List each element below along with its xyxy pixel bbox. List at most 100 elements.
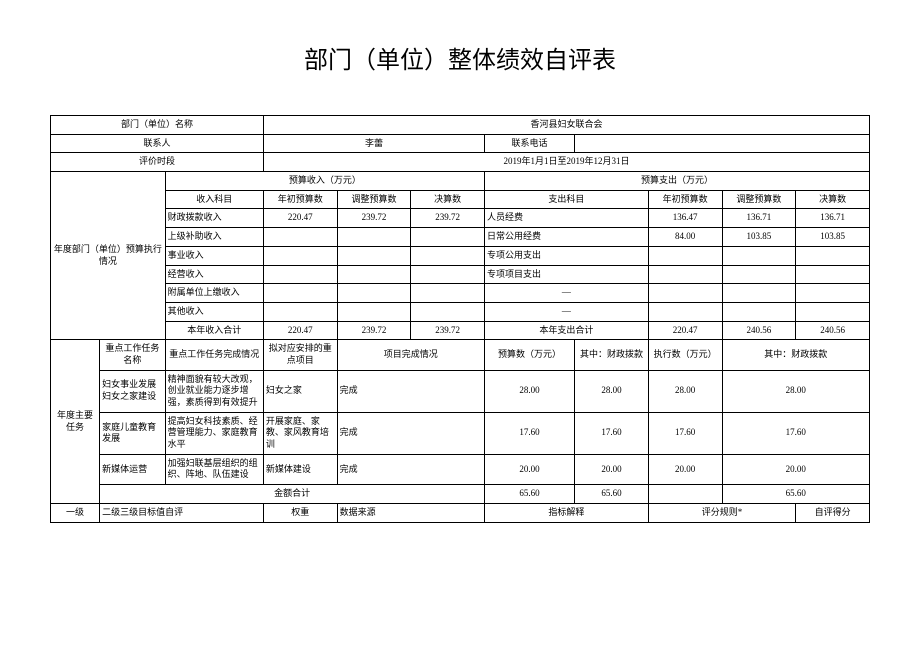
budget-row: 事业收入 专项公用支出 <box>51 246 870 265</box>
cell: 239.72 <box>337 209 411 228</box>
task-name: 家庭儿童教育发展 <box>100 412 166 454</box>
cell: 136.71 <box>722 209 796 228</box>
level23: 二级三级目标值自评 <box>100 503 264 522</box>
budget-row: 经营收入 专项项目支出 <box>51 265 870 284</box>
cell: 65.60 <box>575 485 649 504</box>
col-budget-amt: 预算数（万元） <box>485 340 575 370</box>
cell: 239.72 <box>411 209 485 228</box>
cell: 20.00 <box>722 454 870 484</box>
expense-total-label: 本年支出合计 <box>485 321 649 340</box>
interp: 指标解释 <box>485 503 649 522</box>
cell <box>648 265 722 284</box>
cell <box>263 302 337 321</box>
cell <box>411 228 485 247</box>
cell: 17.60 <box>575 412 649 454</box>
income-name: 上级补助收入 <box>165 228 263 247</box>
cell: 84.00 <box>648 228 722 247</box>
cell <box>722 265 796 284</box>
task-proj-status: 完成 <box>337 412 484 454</box>
col-project-status: 项目完成情况 <box>337 340 484 370</box>
budget-col-header: 收入科目 年初预算数 调整预算数 决算数 支出科目 年初预算数 调整预算数 决算… <box>51 190 870 209</box>
col-task-status: 重点工作任务完成情况 <box>165 340 263 370</box>
cell: 65.60 <box>722 485 870 504</box>
expense-name: 日常公用经费 <box>485 228 649 247</box>
col-of-which: 其中：财政拨款 <box>575 340 649 370</box>
cell: 239.72 <box>337 321 411 340</box>
cell <box>337 284 411 303</box>
cell <box>722 284 796 303</box>
cell: 136.47 <box>648 209 722 228</box>
cell <box>722 302 796 321</box>
budget-total-row: 本年收入合计 220.47 239.72 239.72 本年支出合计 220.4… <box>51 321 870 340</box>
col-exec-amt: 执行数（万元） <box>648 340 722 370</box>
task-status: 精神面貌有较大改观，创业就业能力逐步增强，素质得到有效提升 <box>165 370 263 412</box>
cell <box>411 265 485 284</box>
income-total-label: 本年收入合计 <box>165 321 263 340</box>
cell <box>796 302 870 321</box>
header-row-contact: 联系人 李蕾 联系电话 <box>51 134 870 153</box>
budget-header-row: 年度部门（单位）预算执行情况 预算收入（万元） 预算支出（万元） <box>51 172 870 191</box>
task-project: 开展家庭、家教、家风教育培训 <box>263 412 337 454</box>
income-name: 事业收入 <box>165 246 263 265</box>
cell <box>648 485 722 504</box>
cell <box>263 246 337 265</box>
cell: 28.00 <box>485 370 575 412</box>
expense-name: 专项项目支出 <box>485 265 649 284</box>
cell: 17.60 <box>485 412 575 454</box>
dept-label: 部门（单位）名称 <box>51 116 264 135</box>
cell: 240.56 <box>796 321 870 340</box>
task-name: 新媒体运营 <box>100 454 166 484</box>
col-begin-ex: 年初预算数 <box>648 190 722 209</box>
col-final-in: 决算数 <box>411 190 485 209</box>
col-of-which2: 其中：财政拨款 <box>722 340 870 370</box>
task-proj-status: 完成 <box>337 454 484 484</box>
cell <box>411 284 485 303</box>
budget-row: 上级补助收入 日常公用经费 84.00 103.85 103.85 <box>51 228 870 247</box>
task-total-row: 金额合计 65.60 65.60 65.60 <box>51 485 870 504</box>
cell <box>337 246 411 265</box>
cell <box>337 302 411 321</box>
cell <box>337 228 411 247</box>
col-task-name: 重点工作任务名称 <box>100 340 166 370</box>
task-row: 新媒体运营 加强妇联基层组织的组织、阵地、队伍建设 新媒体建设 完成 20.00… <box>51 454 870 484</box>
task-proj-status: 完成 <box>337 370 484 412</box>
income-name: 其他收入 <box>165 302 263 321</box>
cell <box>796 265 870 284</box>
header-row-period: 评价时段 2019年1月1日至2019年12月31日 <box>51 153 870 172</box>
cell: 17.60 <box>722 412 870 454</box>
cell <box>648 302 722 321</box>
cell: 239.72 <box>411 321 485 340</box>
budget-row: 其他收入 — <box>51 302 870 321</box>
level1: 一级 <box>51 503 100 522</box>
cell: 20.00 <box>575 454 649 484</box>
cell: 20.00 <box>648 454 722 484</box>
cell <box>263 265 337 284</box>
period-value: 2019年1月1日至2019年12月31日 <box>263 153 869 172</box>
budget-row: 财政拨款收入 220.47 239.72 239.72 人员经费 136.47 … <box>51 209 870 228</box>
budget-row: 附属单位上缴收入 — <box>51 284 870 303</box>
task-row: 家庭儿童教育发展 提高妇女科技素质、经营管理能力、家庭教育水平 开展家庭、家教、… <box>51 412 870 454</box>
score: 自评得分 <box>796 503 870 522</box>
col-final-ex: 决算数 <box>796 190 870 209</box>
cell <box>796 284 870 303</box>
col-begin-in: 年初预算数 <box>263 190 337 209</box>
cell <box>411 302 485 321</box>
cell: 17.60 <box>648 412 722 454</box>
cell <box>411 246 485 265</box>
cell: 220.47 <box>648 321 722 340</box>
period-label: 评价时段 <box>51 153 264 172</box>
cell: 220.47 <box>263 209 337 228</box>
income-name: 附属单位上缴收入 <box>165 284 263 303</box>
cell: 65.60 <box>485 485 575 504</box>
col-adjust-ex: 调整预算数 <box>722 190 796 209</box>
task-name: 妇女事业发展妇女之家建设 <box>100 370 166 412</box>
cell <box>263 284 337 303</box>
cell: 103.85 <box>722 228 796 247</box>
tasks-header-row: 年度主要任务 重点工作任务名称 重点工作任务完成情况 拟对应安排的重点项目 项目… <box>51 340 870 370</box>
cell: 20.00 <box>485 454 575 484</box>
footer-row: 一级 二级三级目标值自评 权重 数据来源 指标解释 评分规则* 自评得分 <box>51 503 870 522</box>
income-name: 经营收入 <box>165 265 263 284</box>
cell <box>263 228 337 247</box>
weight: 权重 <box>263 503 337 522</box>
task-status: 提高妇女科技素质、经营管理能力、家庭教育水平 <box>165 412 263 454</box>
